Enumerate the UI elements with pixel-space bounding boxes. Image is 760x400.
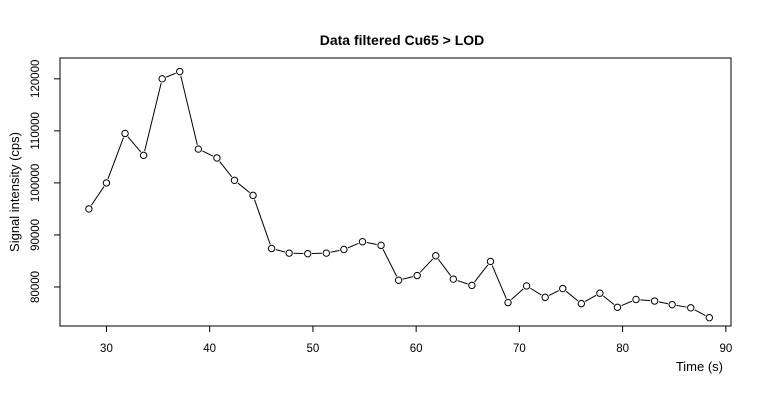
data-point	[577, 299, 586, 308]
y-tick-label: 80000	[30, 271, 42, 303]
data-point	[139, 151, 148, 160]
data-point	[304, 249, 312, 258]
y-tick-label: 90000	[30, 219, 42, 251]
data-point	[468, 281, 476, 290]
x-tick-label: 80	[616, 343, 629, 355]
y-tick-label: 100000	[30, 164, 42, 202]
data-point	[285, 249, 293, 257]
data-point	[267, 244, 276, 253]
data-point	[504, 298, 512, 307]
data-points	[85, 67, 714, 322]
data-point	[522, 282, 531, 290]
plot-frame	[59, 57, 732, 327]
y-axis: 80000 90000 100000 110000 120000	[30, 60, 60, 303]
data-point	[213, 154, 221, 162]
data-point	[541, 293, 549, 302]
data-point	[650, 297, 659, 305]
y-axis-label: Signal intensity (cps)	[7, 132, 22, 252]
data-point	[394, 276, 403, 284]
x-tick-label: 70	[513, 343, 526, 355]
data-point	[249, 191, 257, 200]
data-point	[102, 179, 111, 187]
data-point	[449, 275, 458, 283]
data-point	[194, 145, 203, 153]
x-tick-label: 50	[307, 343, 320, 355]
data-point	[85, 205, 93, 213]
data-point	[559, 284, 567, 293]
data-point	[158, 75, 166, 83]
data-point	[432, 252, 440, 260]
y-tick-label: 120000	[30, 60, 42, 98]
data-point	[176, 67, 184, 76]
data-point	[322, 249, 331, 257]
data-point	[413, 271, 421, 280]
chart-title: Data filtered Cu65 > LOD	[320, 32, 485, 48]
x-tick-label: 60	[410, 343, 423, 355]
x-tick-label: 40	[203, 343, 216, 355]
data-point	[340, 245, 348, 254]
x-tick-label: 30	[100, 343, 113, 355]
data-point	[121, 129, 129, 138]
data-point	[668, 300, 676, 309]
data-point	[486, 257, 495, 266]
data-point	[377, 241, 385, 250]
data-point	[632, 295, 640, 304]
x-axis: 30 40 50 60 70 80 90	[100, 326, 732, 355]
data-point	[358, 237, 367, 246]
x-axis-label: Time (s)	[676, 359, 723, 374]
y-tick-label: 110000	[30, 112, 42, 150]
data-point	[705, 313, 714, 322]
data-point	[613, 303, 622, 311]
x-tick-label: 90	[719, 343, 732, 355]
series-line	[90, 72, 706, 317]
data-point	[596, 289, 604, 297]
data-point	[230, 176, 239, 184]
data-point	[687, 304, 695, 312]
